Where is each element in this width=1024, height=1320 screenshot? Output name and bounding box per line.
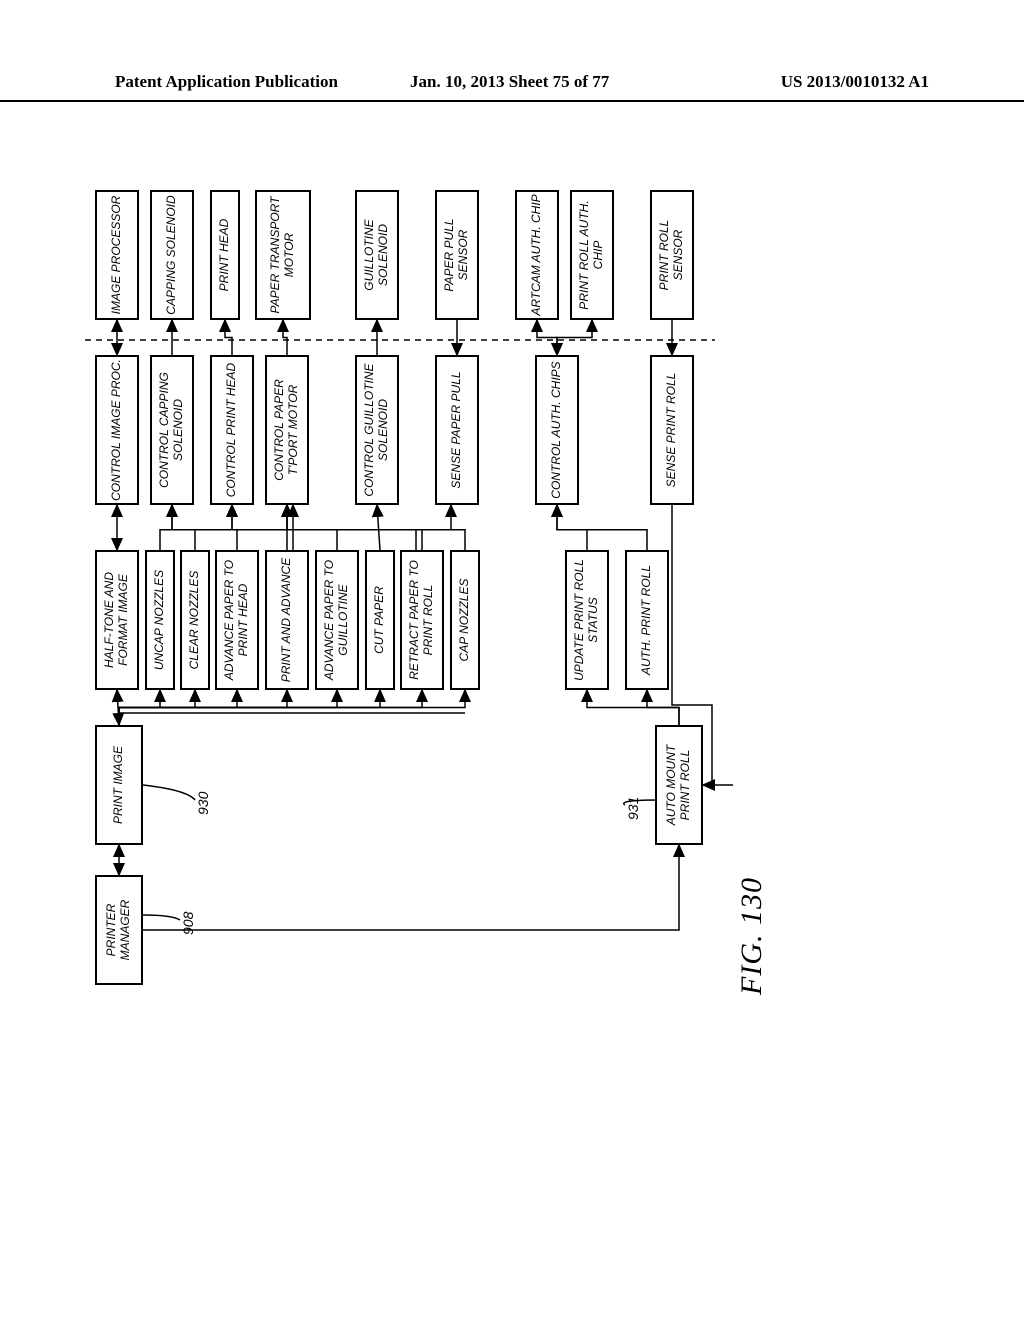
node-print_head: PRINT HEAD <box>210 190 240 320</box>
node-sense_roll: SENSE PRINT ROLL <box>650 355 694 505</box>
node-artcam_chip: ARTCAM AUTH. CHIP <box>515 190 559 320</box>
node-auto_mount: AUTO MOUNT PRINT ROLL <box>655 725 703 845</box>
figure-label: FIG. 130 <box>735 877 769 995</box>
node-adv_guill: ADVANCE PAPER TO GUILLOTINE <box>315 550 359 690</box>
node-ctrl_cap_sol: CONTROL CAPPING SOLENOID <box>150 355 194 505</box>
node-print_adv: PRINT AND ADVANCE <box>265 550 309 690</box>
node-ctrl_img: CONTROL IMAGE PROC. <box>95 355 139 505</box>
node-ctrl_guill: CONTROL GUILLOTINE SOLENOID <box>355 355 399 505</box>
node-roll_chip: PRINT ROLL AUTH. CHIP <box>570 190 614 320</box>
node-print_image: PRINT IMAGE <box>95 725 143 845</box>
node-printer_manager: PRINTER MANAGER <box>95 875 143 985</box>
node-guill_sol: GUILLOTINE SOLENOID <box>355 190 399 320</box>
page-header: Patent Application Publication Jan. 10, … <box>0 72 1024 102</box>
node-ctrl_tport: CONTROL PAPER T'PORT MOTOR <box>265 355 309 505</box>
header-mid: Jan. 10, 2013 Sheet 75 of 77 <box>410 72 609 92</box>
annotation-930: 930 <box>195 792 211 815</box>
node-sense_pull: SENSE PAPER PULL <box>435 355 479 505</box>
node-adv_head: ADVANCE PAPER TO PRINT HEAD <box>215 550 259 690</box>
node-pull_sensor: PAPER PULL SENSOR <box>435 190 479 320</box>
node-cap_sol: CAPPING SOLENOID <box>150 190 194 320</box>
flowchart-diagram: PRINTER MANAGERPRINT IMAGEAUTO MOUNT PRI… <box>95 215 925 975</box>
node-cap: CAP NOZZLES <box>450 550 480 690</box>
node-retract: RETRACT PAPER TO PRINT ROLL <box>400 550 444 690</box>
node-roll_sensor: PRINT ROLL SENSOR <box>650 190 694 320</box>
annotation-931: 931 <box>625 797 641 820</box>
node-ctrl_auth: CONTROL AUTH. CHIPS <box>535 355 579 505</box>
node-auth_roll: AUTH. PRINT ROLL <box>625 550 669 690</box>
header-right: US 2013/0010132 A1 <box>781 72 929 92</box>
node-halftone: HALF-TONE AND FORMAT IMAGE <box>95 550 139 690</box>
node-clear: CLEAR NOZZLES <box>180 550 210 690</box>
node-uncap: UNCAP NOZZLES <box>145 550 175 690</box>
node-upd_status: UPDATE PRINT ROLL STATUS <box>565 550 609 690</box>
annotation-908: 908 <box>180 912 196 935</box>
node-cut: CUT PAPER <box>365 550 395 690</box>
node-ctrl_head: CONTROL PRINT HEAD <box>210 355 254 505</box>
header-left: Patent Application Publication <box>115 72 338 92</box>
node-tport_motor: PAPER TRANSPORT MOTOR <box>255 190 311 320</box>
node-img_proc: IMAGE PROCESSOR <box>95 190 139 320</box>
